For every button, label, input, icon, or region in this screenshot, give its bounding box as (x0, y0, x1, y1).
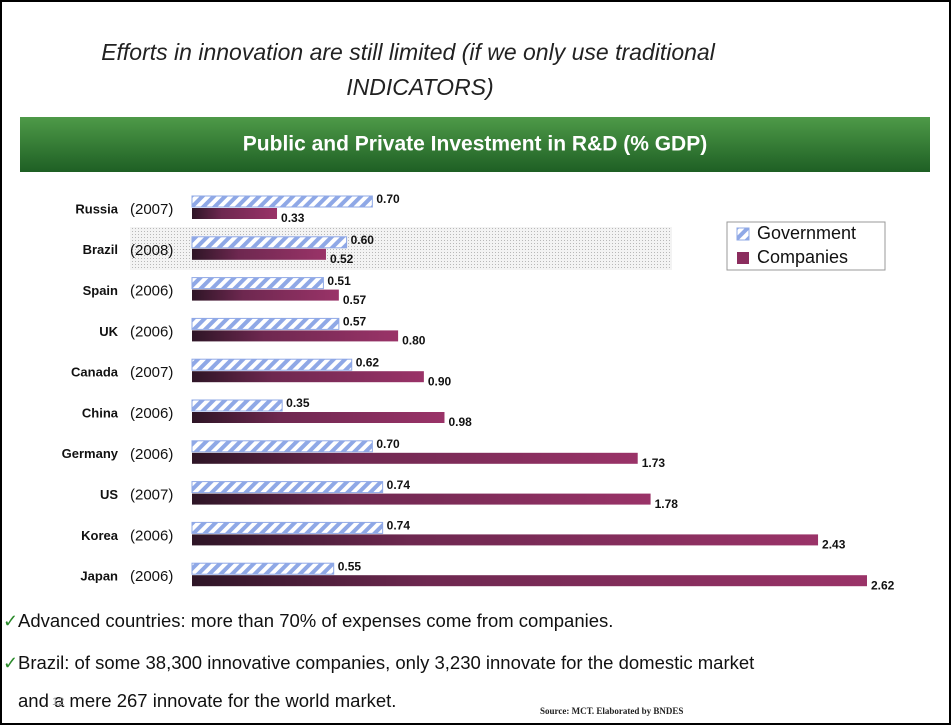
data-label: 0.62 (356, 355, 380, 369)
data-label: 1.78 (655, 497, 679, 511)
legend-swatch (737, 252, 749, 264)
bar (191, 440, 373, 453)
source: Source: MCT. Elaborated by BNDES (540, 706, 683, 716)
bar (192, 534, 819, 546)
legend-box (726, 221, 886, 271)
slide-title: INDICATORS) (346, 74, 493, 100)
check-icon: ✓ (3, 653, 18, 673)
banner (20, 117, 930, 172)
bar (192, 371, 424, 383)
year-label: (2006) (130, 283, 173, 300)
bar (191, 236, 348, 249)
year-label: (2006) (130, 446, 173, 463)
year-label: (2007) (130, 487, 173, 504)
category-label: UK (99, 324, 118, 339)
bar (192, 289, 339, 301)
bar (191, 195, 373, 208)
category-label: Korea (81, 528, 119, 543)
bar (191, 317, 340, 330)
bar (192, 248, 326, 260)
data-label: 0.60 (351, 233, 375, 247)
slide-title: Efforts in innovation are still limited … (101, 39, 716, 65)
data-label: 1.73 (642, 456, 666, 470)
bar (191, 358, 353, 371)
data-label: 0.57 (343, 293, 367, 307)
category-label: Japan (80, 569, 118, 584)
bar (192, 330, 399, 342)
data-label: 0.33 (281, 211, 305, 225)
bar (191, 521, 384, 534)
data-label: 0.98 (448, 415, 472, 429)
data-label: 0.51 (327, 274, 351, 288)
year-label: (2006) (130, 527, 173, 544)
data-label: 2.43 (822, 538, 846, 552)
category-label: Germany (62, 446, 119, 461)
category-label: US (100, 487, 118, 502)
data-label: 0.35 (286, 396, 310, 410)
data-label: 0.70 (376, 437, 400, 451)
bullet: Advanced countries: more than 70% of exp… (18, 610, 613, 631)
chart-title: Public and Private Investment in R&D (% … (243, 133, 707, 156)
bar (191, 562, 335, 575)
bar (192, 208, 278, 219)
highlight (130, 227, 672, 270)
data-label: 0.90 (428, 374, 452, 388)
bar (192, 452, 638, 464)
data-label: 0.57 (343, 315, 367, 329)
bar (192, 493, 651, 505)
category-label: Spain (83, 283, 118, 298)
year-label: (2006) (130, 323, 173, 340)
check-icon: ✓ (3, 611, 18, 631)
legend-swatch (736, 227, 750, 241)
category-label: Russia (75, 201, 118, 216)
data-label: 0.52 (330, 252, 354, 266)
bar (192, 575, 867, 587)
category-label: China (82, 405, 119, 420)
data-label: 2.62 (871, 578, 895, 592)
page-number: 12 (52, 696, 64, 708)
bar (192, 412, 445, 423)
legend-label: Government (757, 223, 856, 243)
legend-label: Companies (757, 247, 848, 267)
bar (191, 277, 324, 290)
year-label: (2007) (130, 364, 173, 381)
category-label: Canada (71, 365, 119, 380)
bullet: and a mere 267 innovate for the world ma… (18, 690, 396, 711)
bar (191, 481, 384, 494)
year-label: (2007) (130, 201, 173, 218)
bar (191, 399, 283, 412)
year-label: (2006) (130, 405, 173, 422)
data-label: 0.74 (387, 478, 411, 492)
category-label: Brazil (83, 242, 118, 257)
bullet: Brazil: of some 38,300 innovative compan… (18, 652, 754, 673)
data-label: 0.80 (402, 334, 426, 348)
data-label: 0.70 (376, 192, 400, 206)
year-label: (2008) (130, 242, 173, 259)
data-label: 0.74 (387, 519, 411, 533)
data-label: 0.55 (338, 559, 362, 573)
year-label: (2006) (130, 568, 173, 585)
